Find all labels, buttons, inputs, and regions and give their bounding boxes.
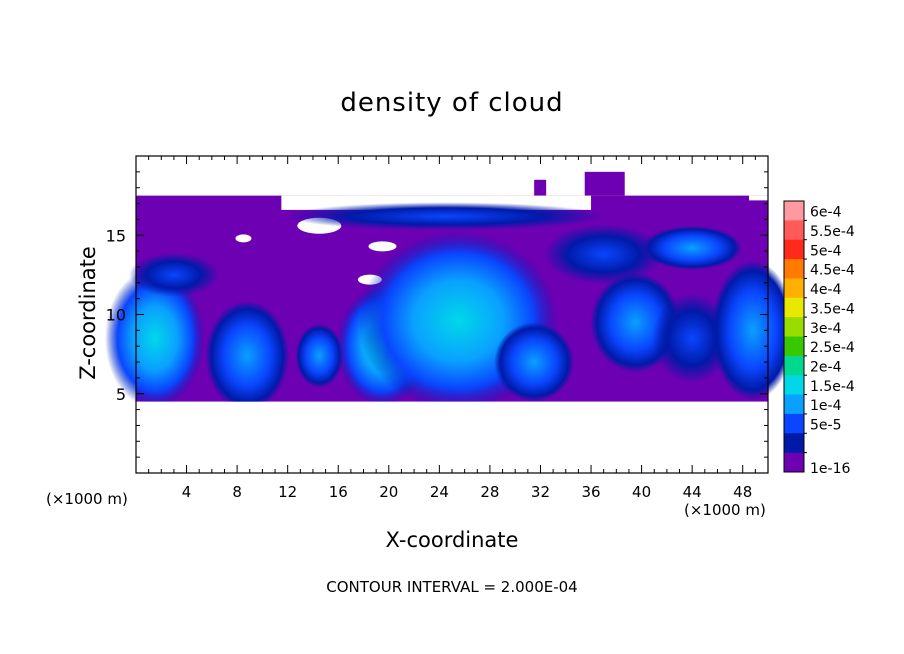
cloud-top-bump (534, 179, 547, 196)
white-gap (235, 234, 252, 243)
colorbar-swatch (784, 413, 804, 434)
colorbar-label: 3.5e-4 (810, 301, 855, 317)
x-tick-label: 16 (329, 483, 348, 501)
cloud-density-cell (205, 300, 290, 411)
cloud-density-cell (543, 224, 664, 285)
colorbar-swatch (784, 317, 804, 337)
x-axis-label: X-coordinate (385, 528, 519, 552)
cloud-density-cell (295, 323, 344, 388)
colorbar-label: 3e-4 (810, 321, 842, 337)
colorbar-label: 4e-4 (810, 282, 842, 298)
x-tick-label: 24 (430, 483, 449, 501)
colorbar-swatch (784, 259, 804, 279)
y-tick-label: 10 (106, 306, 126, 325)
colorbar-label: 1.5e-4 (810, 379, 855, 395)
colorbar-swatch (784, 239, 804, 260)
white-gap (749, 195, 768, 201)
colorbar-swatch (784, 355, 804, 376)
colorbar-label: 1e-16 (810, 461, 850, 477)
x-tick-label: 4 (182, 483, 192, 501)
y-tick-label: 5 (116, 385, 126, 404)
colorbar-label: 5.5e-4 (810, 224, 855, 240)
colorbar-label: 2e-4 (810, 360, 842, 376)
colorbar-swatch (784, 452, 804, 473)
chart-title: density of cloud (340, 88, 564, 118)
cloud-density-cell (710, 260, 795, 401)
clear-region (136, 401, 768, 473)
colorbar-swatch (784, 433, 804, 454)
x-tick-label: 32 (531, 483, 550, 501)
colorbar-swatch (784, 201, 804, 221)
colorbar-swatch (784, 297, 804, 318)
y-axis-label: Z-coordinate (76, 246, 100, 380)
x-tick-label: 44 (683, 483, 702, 501)
colorbar-swatch (784, 375, 804, 396)
cloud-density-cell (285, 202, 606, 231)
x-tick-label: 36 (581, 483, 600, 501)
cloud-top-bump (584, 171, 625, 196)
x-tick-label: 48 (733, 483, 752, 501)
x-tick-label: 40 (632, 483, 651, 501)
cloud-density-cell (128, 252, 219, 297)
x-tick-label: 20 (379, 483, 398, 501)
x-tick-label: 28 (480, 483, 499, 501)
colorbar-swatch (784, 278, 804, 299)
x-unit-label-right: (×1000 m) (684, 501, 766, 519)
colorbar-label: 4.5e-4 (810, 263, 855, 279)
contour-interval-note: CONTOUR INTERVAL = 2.000E-04 (326, 578, 578, 596)
cloud-density-cell (494, 322, 575, 403)
y-tick-label: 15 (106, 226, 126, 245)
colorbar-label: 5e-4 (810, 243, 842, 259)
white-gap (368, 241, 397, 252)
x-tick-label: 8 (232, 483, 242, 501)
colorbar-label: 6e-4 (810, 205, 842, 221)
colorbar-label: 2.5e-4 (810, 340, 855, 356)
cloud-density-cell (104, 268, 205, 409)
cloud-density-cell (642, 225, 743, 270)
colorbar-label: 1e-4 (810, 398, 842, 414)
colorbar-label: 5e-5 (810, 418, 841, 434)
colorbar-swatch (784, 394, 804, 415)
colorbar-swatch (784, 220, 804, 241)
x-unit-label-left: (×1000 m) (46, 490, 128, 508)
colorbar-swatch (784, 336, 804, 357)
x-tick-label: 12 (278, 483, 297, 501)
